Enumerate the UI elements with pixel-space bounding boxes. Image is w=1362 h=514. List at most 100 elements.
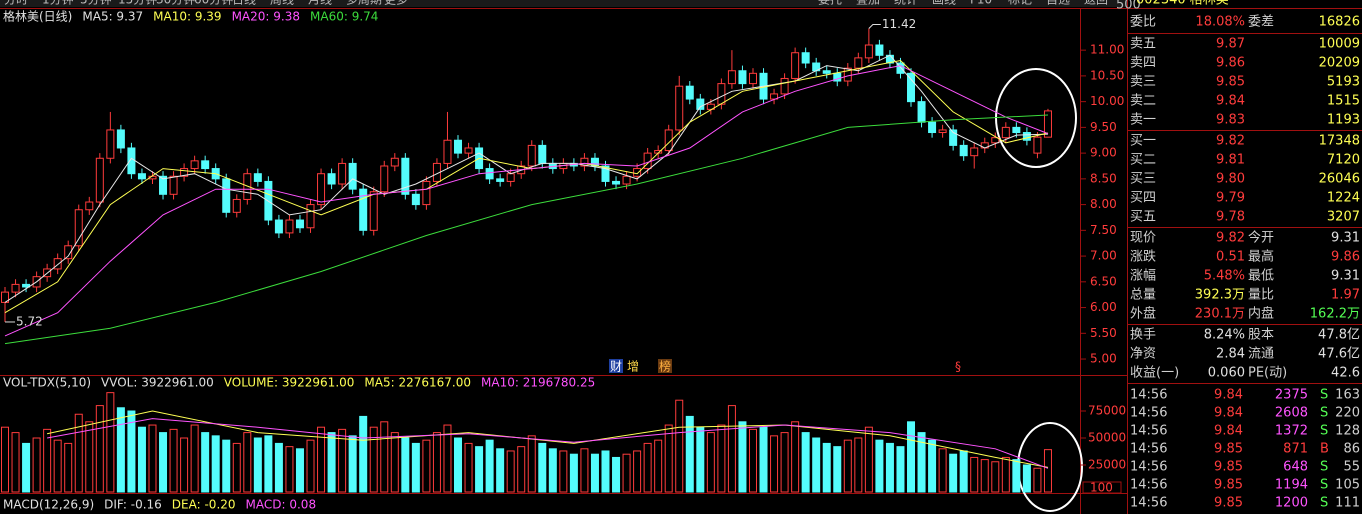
candle-body [485, 168, 494, 180]
level-volume: 10009 [1319, 37, 1360, 52]
toolbar-tab[interactable]: 月线 [308, 0, 332, 7]
volume-bar [390, 432, 399, 493]
volume-bar [348, 435, 357, 493]
candle-body [843, 67, 852, 82]
row-value: 0.060 [1208, 366, 1245, 381]
volume-bar [338, 428, 347, 493]
ma-line [4, 114, 1049, 345]
volume-bar [327, 432, 336, 493]
candle-body [875, 44, 884, 56]
candle-body [959, 144, 968, 157]
volume-bar [938, 448, 947, 493]
toolbar-tab[interactable]: 周线 [270, 0, 294, 7]
volume-bar [780, 432, 789, 493]
row-label: 现价 [1130, 231, 1156, 246]
volume-bar [601, 450, 610, 493]
toolbar-button[interactable]: 自选 [1046, 0, 1070, 7]
ma-line [47, 418, 1049, 469]
indicator-label: 格林美(日线) [3, 9, 72, 24]
tick-side: S [1320, 424, 1328, 439]
level-price: 9.86 [1216, 56, 1245, 71]
toolbar-tab[interactable]: 5分钟 [80, 0, 112, 7]
tick-time: 14:56 [1130, 496, 1167, 511]
toolbar-tab[interactable]: 日线 [232, 0, 256, 7]
event-marker[interactable]: 财 [610, 360, 622, 374]
peak-marker [868, 24, 881, 29]
candle-body [791, 52, 800, 79]
volume-bar [180, 437, 189, 493]
level-volume: 1224 [1327, 191, 1360, 206]
candle-body [201, 160, 210, 170]
volume-bar [22, 442, 31, 493]
event-marker[interactable]: 榜 [659, 359, 671, 374]
row-label: 净资 [1130, 347, 1156, 362]
volume-bar [654, 439, 663, 493]
toolbar-tab[interactable]: 30分钟 [156, 0, 195, 7]
toolbar-tab[interactable]: 分时 [4, 0, 28, 7]
volume-bar [791, 421, 800, 493]
tick-price: 9.85 [1214, 496, 1243, 511]
volume-bar [306, 439, 315, 493]
volume-bar [274, 442, 283, 493]
toolbar-tab[interactable]: 更多 [384, 0, 408, 7]
tick-price: 9.85 [1214, 478, 1243, 493]
volume-bar [454, 437, 463, 493]
y-tick-label: 10.00 [1090, 94, 1124, 108]
volume-bar [759, 426, 768, 493]
volume-bar [517, 446, 526, 493]
event-marker[interactable]: 增 [627, 360, 639, 374]
candle-body [64, 245, 73, 260]
level-label: 卖一 [1130, 113, 1156, 128]
volume-bar [612, 456, 621, 493]
row-label: 今开 [1248, 230, 1274, 246]
row-label: 涨跌 [1130, 249, 1156, 265]
toolbar-tab[interactable]: 60分钟 [194, 0, 233, 7]
candle-body [938, 129, 947, 134]
y-tick-label: 5.00 [1090, 352, 1117, 366]
volume-bar [538, 442, 547, 493]
candle-body [169, 175, 178, 195]
tick-price: 9.84 [1214, 424, 1243, 439]
tick-volume: 2608 [1275, 406, 1308, 421]
candle-body [295, 219, 304, 229]
candle-body [222, 178, 231, 213]
volume-bar [896, 446, 905, 493]
volume-bar [253, 437, 262, 493]
toolbar-tab[interactable]: 15分钟 [118, 0, 157, 7]
toolbar-button[interactable]: 叠加 [856, 0, 880, 7]
event-marker[interactable]: § [955, 360, 961, 374]
candle-body [580, 157, 589, 167]
candle-body [232, 198, 241, 213]
toolbar-tab[interactable]: 1分钟 [42, 0, 74, 7]
candle-body [780, 77, 789, 95]
toolbar-button[interactable]: 返回 [1084, 0, 1108, 7]
volume-bar [74, 413, 83, 493]
tick-volume: 2375 [1275, 388, 1308, 403]
candle-body [422, 180, 431, 206]
toolbar-button[interactable]: 画线 [932, 0, 956, 7]
level-volume: 7120 [1327, 153, 1360, 168]
toolbar-button[interactable]: 委托 [818, 0, 842, 7]
toolbar-button[interactable]: 统计 [894, 0, 918, 7]
toolbar-button[interactable]: 标记 [1008, 0, 1032, 7]
candle-body [601, 165, 610, 182]
toolbar-tab[interactable]: 多周期 [346, 0, 382, 7]
volume-bar [1, 426, 9, 493]
volume-bar [685, 415, 694, 493]
volume-bar [53, 439, 62, 493]
candle-body [1001, 126, 1010, 139]
indicator-label: MA20: 9.38 [232, 10, 300, 24]
level-volume: 3207 [1327, 210, 1360, 225]
toolbar-button[interactable]: F10 [970, 0, 992, 7]
row-label: 量比 [1248, 288, 1274, 303]
candle-body [622, 175, 631, 185]
candle-body [696, 98, 705, 110]
tick-time: 14:56 [1130, 406, 1167, 421]
volume-bar [928, 439, 937, 493]
candle-body [633, 168, 642, 177]
indicator-label: MA60: 9.74 [310, 10, 378, 24]
tick-time: 14:56 [1130, 442, 1167, 457]
volume-bar [1001, 456, 1010, 493]
candle-body [527, 144, 536, 167]
level-label: 买三 [1130, 172, 1156, 187]
